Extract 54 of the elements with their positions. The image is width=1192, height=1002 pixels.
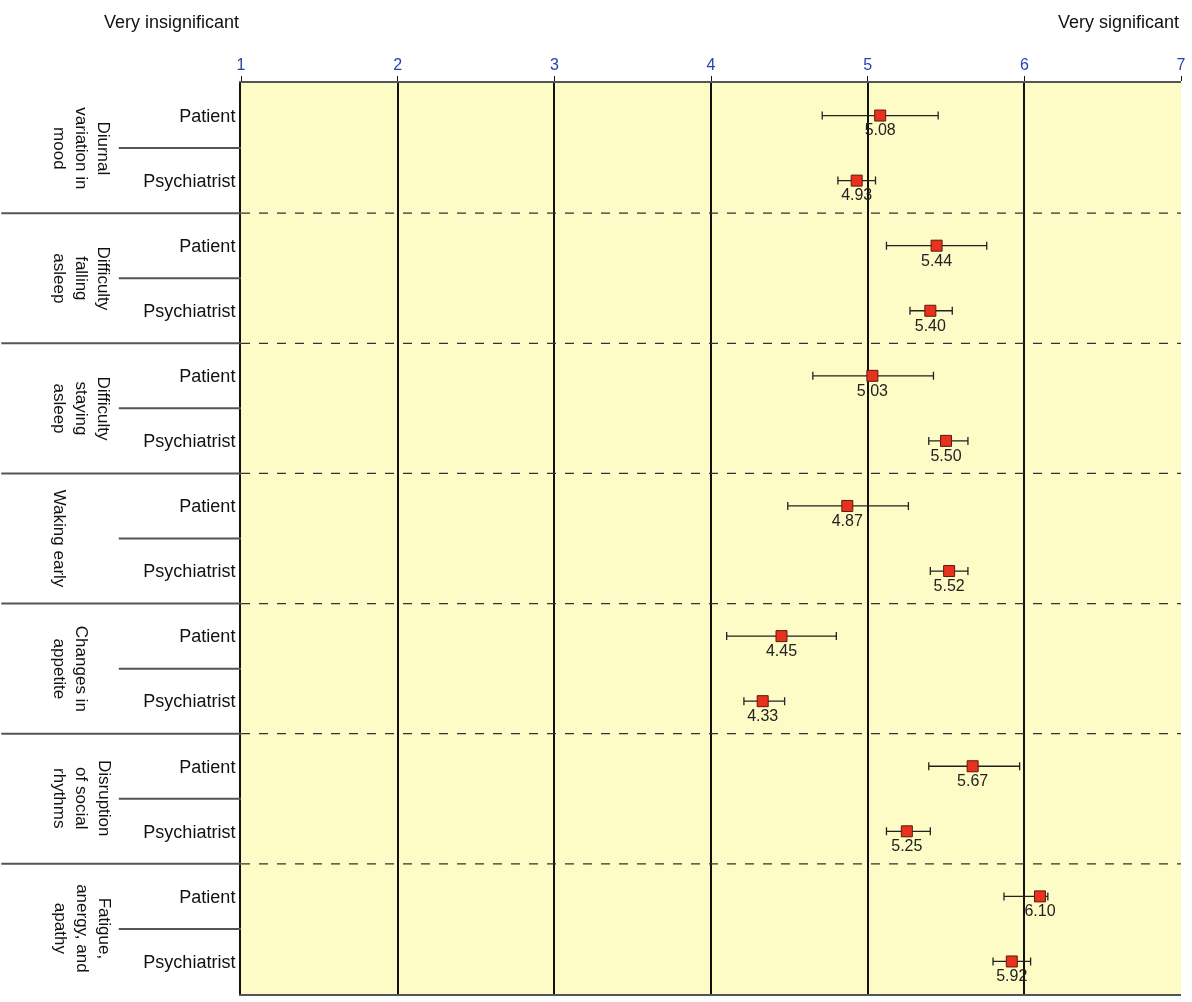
y-tick-label: Psychiatrist <box>143 170 236 191</box>
point <box>966 760 979 773</box>
y-tick-label: Psychiatrist <box>143 951 236 972</box>
y-tick-label: Patient <box>179 235 236 256</box>
text: Very significant <box>1058 12 1180 32</box>
data-label: 5.52 <box>933 576 965 594</box>
point <box>866 369 879 382</box>
y-tick-label: Patient <box>179 756 236 777</box>
text: Diurnal variation in mood <box>49 107 113 190</box>
text: Very insignificant <box>104 12 240 32</box>
data-label: 5.67 <box>957 772 989 790</box>
y-tick-label: Psychiatrist <box>143 691 236 712</box>
point <box>940 434 952 447</box>
text: Disruption of social rhythms <box>50 759 114 837</box>
point <box>1005 955 1018 968</box>
text: Fatigue, anergy, and apathy <box>50 884 114 973</box>
x-tick-label: 1 <box>236 55 246 73</box>
data-label: 4.45 <box>765 641 798 659</box>
data-label: 5.25 <box>891 837 923 855</box>
data-label: 5.44 <box>921 251 953 269</box>
x-tick-label: 3 <box>549 55 559 73</box>
y-tick-label: Psychiatrist <box>143 561 236 582</box>
y-tick-label: Patient <box>179 366 236 387</box>
point <box>874 109 887 122</box>
data-label: 5.40 <box>914 316 946 334</box>
point <box>1034 890 1046 903</box>
text: Waking early <box>50 489 70 588</box>
point <box>756 695 769 708</box>
point <box>924 304 937 317</box>
x-tick-label: 4 <box>706 55 716 73</box>
point <box>850 174 863 187</box>
y-tick-label: Psychiatrist <box>143 821 236 842</box>
point <box>943 565 956 578</box>
text: Difficulty staying asleep <box>49 376 114 441</box>
y-tick-label: Patient <box>179 886 236 907</box>
point <box>841 499 854 512</box>
x-tick-label: 2 <box>393 55 403 73</box>
data-label: 4.33 <box>747 707 779 725</box>
text: Difficulty falling asleep <box>49 246 114 311</box>
data-label: 6.10 <box>1024 902 1056 920</box>
y-tick-label: Patient <box>179 105 236 126</box>
x-tick-label: 7 <box>1176 55 1186 73</box>
point <box>930 239 943 252</box>
y-tick-label: Patient <box>179 626 236 647</box>
y-tick-label: Patient <box>179 496 236 517</box>
x-tick-label: 5 <box>863 55 873 73</box>
x-tick-label: 6 <box>1019 55 1029 73</box>
point <box>900 825 913 838</box>
y-tick-label: Psychiatrist <box>143 301 236 322</box>
y-tick-label: Psychiatrist <box>143 431 236 452</box>
point <box>775 630 788 643</box>
data-label: 5.50 <box>930 446 962 464</box>
data-label: 4.87 <box>831 511 863 529</box>
text: Changes in appetite <box>50 625 92 712</box>
